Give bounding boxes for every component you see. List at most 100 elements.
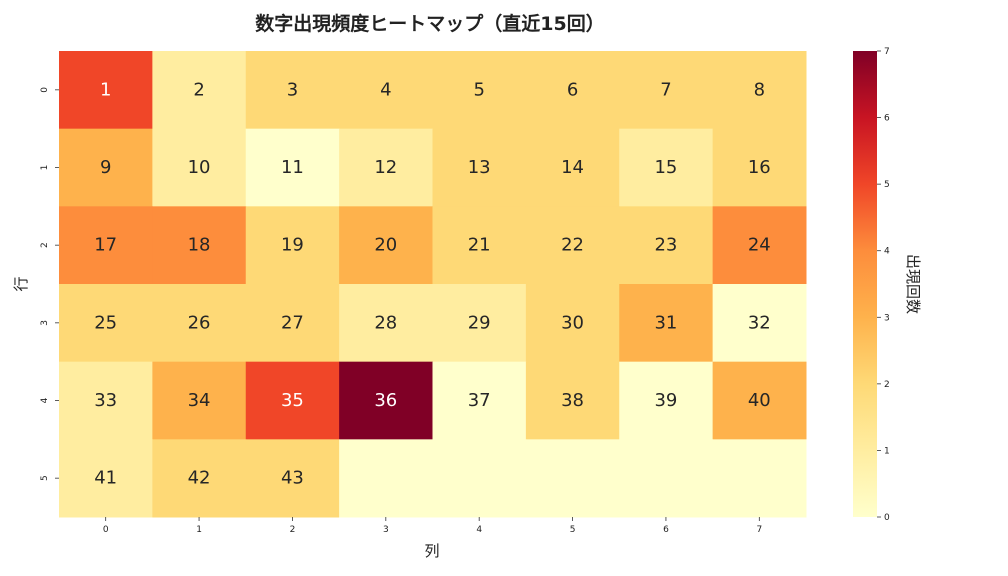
colorbar-tick-label: 5 (884, 180, 890, 190)
cell-label: 33 (94, 390, 117, 411)
x-tick-label: 2 (290, 525, 296, 535)
heatmap-cell (152, 439, 247, 518)
heatmap-cell (59, 206, 153, 285)
colorbar (853, 51, 877, 517)
y-tick-label: 5 (40, 475, 50, 481)
colorbar-tick-label: 3 (884, 313, 890, 323)
heatmap-cell (619, 439, 714, 518)
cell-label: 25 (94, 312, 117, 333)
heatmap-cell (152, 361, 247, 440)
chart-title: 数字出現頻度ヒートマップ（直近15回） (255, 12, 604, 35)
colorbar-title: 出現回数 (904, 254, 922, 314)
heatmap-cell (525, 128, 620, 207)
colorbar-tick-label: 4 (884, 247, 890, 257)
heatmap-cell (59, 128, 153, 207)
y-tick-label: 3 (40, 320, 50, 326)
heatmap-cell (152, 206, 247, 285)
cell-label: 28 (374, 312, 397, 333)
colorbar-tick-label: 6 (884, 114, 890, 124)
cell-label: 10 (188, 157, 211, 178)
cell-label: 34 (188, 390, 211, 411)
heatmap-cell (619, 284, 714, 363)
cell-label: 23 (654, 235, 677, 256)
heatmap-cell (525, 361, 620, 440)
heatmap-cell (339, 361, 433, 440)
cell-label: 17 (94, 235, 117, 256)
heatmap-cell (59, 51, 153, 130)
x-tick-label: 1 (196, 525, 202, 535)
x-tick-label: 6 (663, 525, 669, 535)
heatmap-cell (432, 128, 527, 207)
heatmap-cell (712, 439, 807, 518)
cell-label: 9 (100, 157, 111, 178)
heatmap-cell (619, 206, 714, 285)
cell-label: 14 (561, 157, 584, 178)
cell-label: 19 (281, 235, 304, 256)
x-tick-label: 3 (383, 525, 389, 535)
cell-label: 21 (468, 235, 491, 256)
cell-label: 20 (374, 235, 397, 256)
heatmap-cell (525, 439, 620, 518)
heatmap-cells (59, 51, 807, 518)
heatmap-cell (152, 128, 247, 207)
cell-label: 39 (654, 390, 677, 411)
heatmap-cell (432, 51, 527, 130)
heatmap-cell (152, 51, 247, 130)
heatmap-cell (339, 284, 433, 363)
heatmap-cell (245, 361, 340, 440)
heatmap-cell (432, 439, 527, 518)
cell-label: 30 (561, 312, 584, 333)
colorbar-tick-label: 7 (884, 47, 890, 57)
y-tick-label: 0 (40, 87, 50, 93)
heatmap-cell (245, 51, 340, 130)
cell-label: 24 (748, 235, 771, 256)
cell-label: 6 (567, 79, 578, 100)
cell-label: 8 (754, 79, 765, 100)
cell-label: 22 (561, 235, 584, 256)
heatmap-cell (339, 128, 433, 207)
x-axis-title: 列 (424, 542, 439, 560)
heatmap-cell (712, 206, 807, 285)
heatmap-cell (152, 284, 247, 363)
cell-label: 43 (281, 468, 304, 489)
colorbar-tick-label: 0 (884, 513, 890, 523)
heatmap-cell (432, 206, 527, 285)
cell-label: 12 (374, 157, 397, 178)
heatmap-cell (432, 284, 527, 363)
cell-label: 1 (100, 79, 111, 100)
cell-label: 7 (660, 79, 671, 100)
heatmap-cell (432, 361, 527, 440)
cell-label: 42 (188, 468, 211, 489)
heatmap-cell (525, 206, 620, 285)
heatmap-cell (339, 51, 433, 130)
heatmap-cell (59, 284, 153, 363)
heatmap-cell (59, 361, 153, 440)
x-tick-label: 5 (570, 525, 576, 535)
y-axis-ticks: 0 1 2 3 4 5 (40, 87, 59, 481)
heatmap-cell (619, 361, 714, 440)
heatmap-cell (245, 206, 340, 285)
heatmap-cell (712, 284, 807, 363)
cell-label: 2 (193, 79, 204, 100)
cell-label: 27 (281, 312, 304, 333)
heatmap-cell (525, 284, 620, 363)
x-tick-label: 7 (756, 525, 762, 535)
heatmap-cell (339, 206, 433, 285)
cell-label: 35 (281, 390, 304, 411)
cell-label: 18 (188, 235, 211, 256)
heatmap-cell (525, 51, 620, 130)
heatmap-cell (619, 128, 714, 207)
cell-label: 16 (748, 157, 771, 178)
y-tick-label: 1 (40, 165, 50, 171)
heatmap-cell (245, 128, 340, 207)
colorbar-ticks: 0 1 2 3 4 5 6 7 (877, 47, 890, 523)
cell-label: 38 (561, 390, 584, 411)
cell-label: 40 (748, 390, 771, 411)
cell-label: 32 (748, 312, 771, 333)
colorbar-tick-label: 2 (884, 380, 890, 390)
heatmap-cell (59, 439, 153, 518)
heatmap-cell (245, 439, 340, 518)
cell-label: 13 (468, 157, 491, 178)
heatmap-cell (619, 51, 714, 130)
cell-label: 3 (287, 79, 298, 100)
